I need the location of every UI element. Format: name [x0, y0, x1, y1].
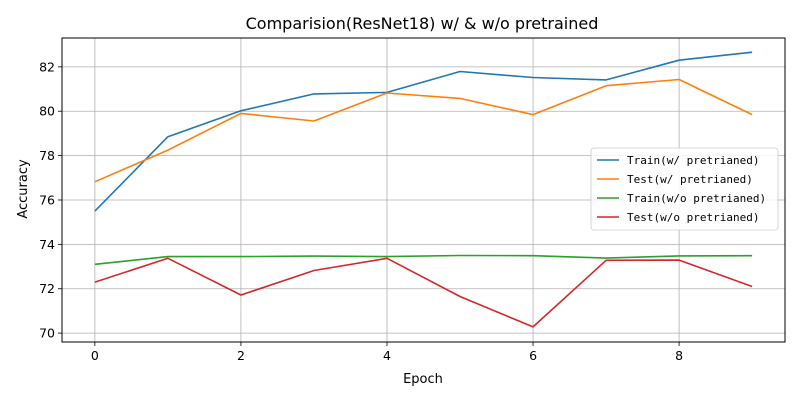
y-tick-label: 82 — [39, 59, 55, 74]
x-tick-label: 0 — [91, 348, 99, 363]
legend-label: Train(w/ pretrianed) — [627, 154, 759, 167]
y-tick-label: 74 — [39, 237, 55, 252]
legend-label: Test(w/ pretrianed) — [627, 173, 753, 186]
y-tick-label: 72 — [39, 281, 55, 296]
legend-label: Test(w/o pretrianed) — [627, 211, 759, 224]
legend-box — [590, 147, 779, 231]
chart-title: Comparision(ResNet18) w/ & w/o pretraine… — [246, 14, 599, 33]
y-tick-label: 70 — [39, 326, 55, 341]
x-tick-label: 6 — [529, 348, 537, 363]
x-tick-label: 2 — [237, 348, 245, 363]
plot-frame — [61, 37, 786, 343]
y-tick-label: 80 — [39, 104, 55, 119]
series-line-3 — [94, 254, 753, 266]
legend: Train(w/ pretrianed) Test(w/ pretrianed) T… — [590, 147, 779, 231]
x-tick-label: 4 — [383, 348, 391, 363]
series-lines — [94, 51, 753, 328]
series-line-1 — [94, 51, 753, 212]
y-tick-label: 78 — [39, 148, 55, 163]
x-axis-label: Epoch — [403, 372, 443, 387]
legend-label: Train(w/o pretrianed) — [627, 192, 766, 205]
y-tick-label: 76 — [39, 192, 55, 207]
x-tick-label: 8 — [675, 348, 683, 363]
series-line-4 — [94, 257, 753, 328]
y-axis-label: Accuracy — [16, 159, 31, 219]
series-line-2 — [94, 78, 753, 183]
